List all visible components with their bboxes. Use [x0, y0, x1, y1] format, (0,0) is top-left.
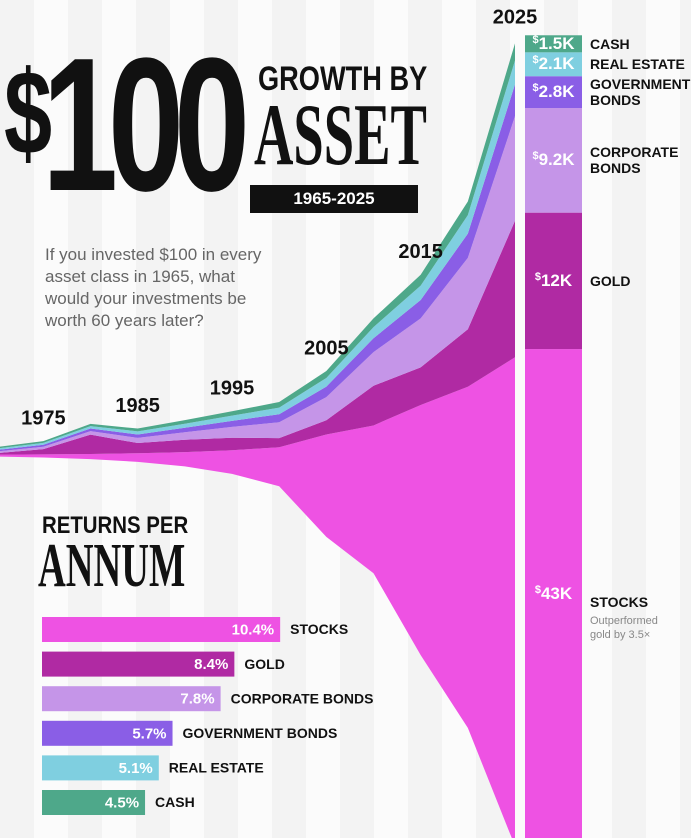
- bar-value-label: 5.1%: [119, 760, 153, 777]
- end-value-label: $12K: [534, 270, 573, 290]
- x-tick-label: 2015: [398, 241, 443, 263]
- bar: [42, 686, 221, 712]
- title-main: ASSET: [254, 87, 427, 184]
- bar: [42, 720, 173, 746]
- x-tick-label: 2025: [493, 6, 538, 28]
- bar-category-label: CASH: [155, 794, 195, 810]
- end-value-label: $1.5K: [532, 33, 575, 53]
- bar: [42, 790, 146, 815]
- legend-name: CORPORATE BONDS: [590, 144, 679, 177]
- returns-subtitle: ANNUM: [38, 532, 186, 600]
- x-tick-label: 1975: [21, 407, 66, 429]
- bar-category-label: CORPORATE BONDS: [231, 690, 374, 706]
- x-tick-label: 1995: [210, 378, 255, 400]
- bar-category-label: GOVERNMENT BONDS: [183, 725, 338, 741]
- legend-name: GOLD: [590, 272, 631, 289]
- end-bar-segment: [525, 52, 582, 77]
- amount: $100: [4, 19, 250, 231]
- end-bar-segment: [525, 108, 582, 213]
- bar-category-label: GOLD: [244, 656, 284, 672]
- end-value-label: $2.8K: [532, 82, 575, 102]
- legend-name: GOVERNMENT BONDS: [590, 76, 691, 109]
- area: [0, 116, 515, 453]
- bar: [42, 617, 281, 642]
- question: If you invested $100 in every asset clas…: [45, 245, 262, 330]
- legend-name: STOCKS: [590, 593, 649, 610]
- area: [0, 357, 515, 838]
- bar-value-label: 10.4%: [232, 621, 275, 638]
- x-tick-label: 2005: [304, 337, 349, 359]
- returns-title: RETURNS PER: [42, 512, 189, 539]
- end-bar-segment: [525, 212, 582, 350]
- title-top: GROWTH BY: [258, 60, 428, 98]
- end-bar-segment: [525, 35, 582, 53]
- bar-value-label: 7.8%: [180, 691, 214, 708]
- annotation: Outperformed gold by 3.5×: [590, 614, 658, 641]
- bar-category-label: STOCKS: [290, 621, 348, 637]
- bar: [42, 755, 159, 781]
- end-value-label: $2.1K: [532, 54, 575, 74]
- x-tick-label: 1985: [115, 395, 160, 417]
- bar-category-label: REAL ESTATE: [169, 760, 264, 776]
- bar: [42, 651, 235, 677]
- end-bar-segment: [525, 349, 582, 838]
- bar-value-label: 5.7%: [132, 725, 166, 742]
- bar-value-label: 4.5%: [105, 794, 139, 811]
- end-value-label: $9.2K: [532, 150, 575, 170]
- period: 1965-2025: [250, 185, 418, 213]
- end-bar-segment: [525, 76, 582, 109]
- legend-name: REAL ESTATE: [590, 56, 685, 73]
- bar-value-label: 8.4%: [194, 656, 228, 673]
- legend-name: CASH: [590, 35, 630, 52]
- end-value-label: $43K: [534, 583, 573, 603]
- area: [0, 220, 515, 455]
